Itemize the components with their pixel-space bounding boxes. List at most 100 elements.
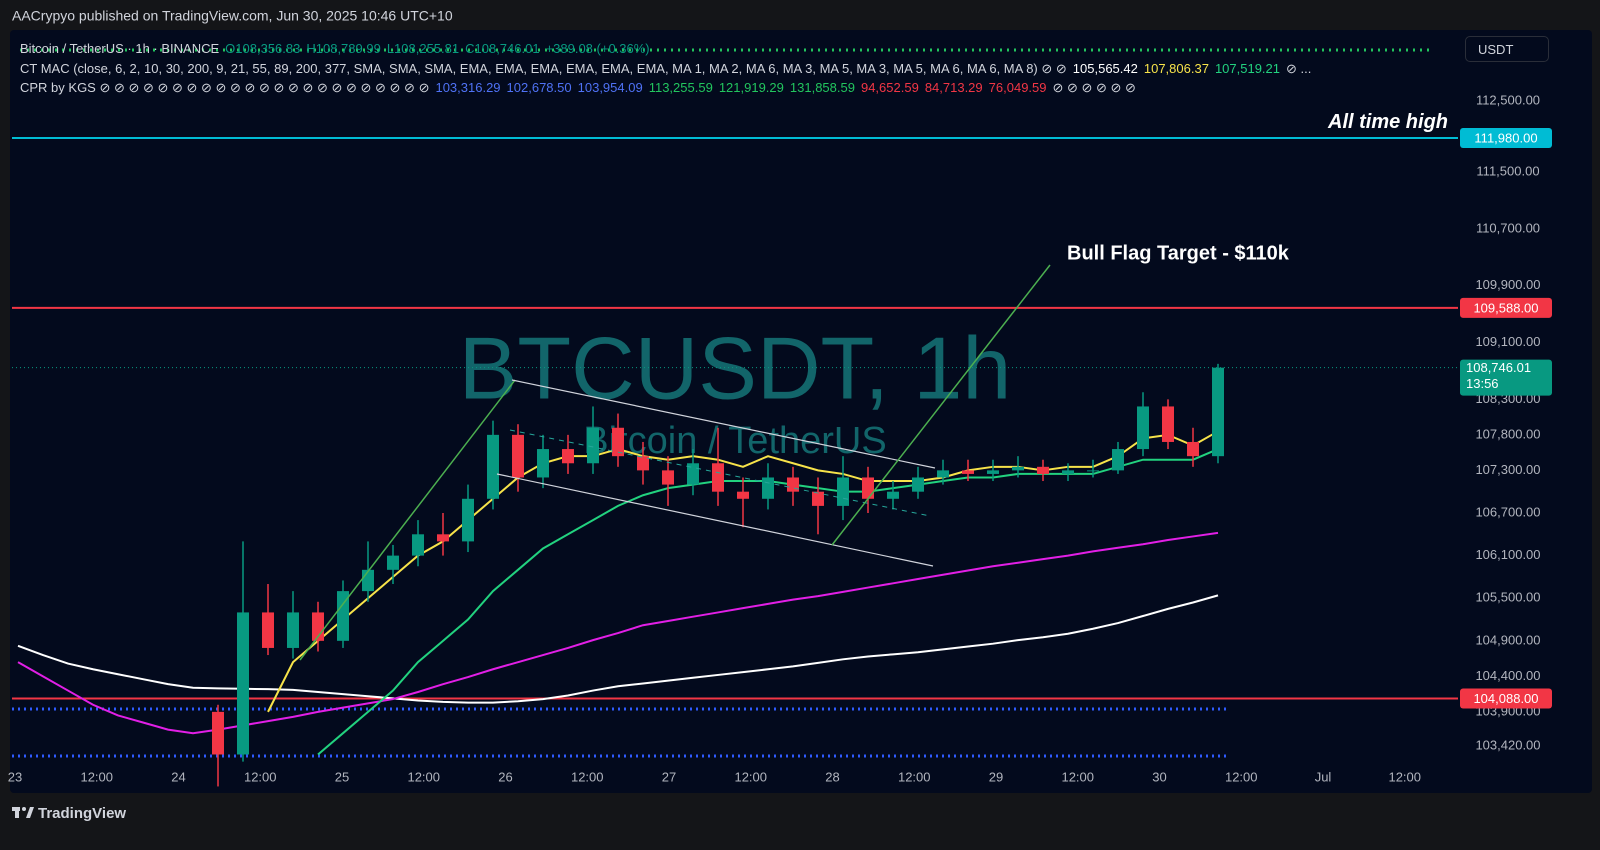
x-tick-label: 12:00 <box>571 769 604 784</box>
y-tick-label: 110,700.00 <box>1476 220 1540 235</box>
legend-item: 131,858.59 <box>789 80 855 95</box>
level-tag <box>1460 127 1552 148</box>
candle-body <box>1037 466 1049 474</box>
x-tick-label: 12:00 <box>1225 769 1258 784</box>
x-tick-label: 23 <box>8 769 22 784</box>
candle-body <box>787 477 799 492</box>
y-tick-label: 107,300.00 <box>1475 462 1540 477</box>
last-price-tag <box>1460 359 1552 396</box>
channel-mid <box>509 429 931 517</box>
candle-body <box>537 449 549 478</box>
candle-body <box>1162 406 1174 442</box>
candle-body <box>587 427 599 464</box>
last-price-label: 108,746.01 <box>1466 360 1531 375</box>
logo <box>12 807 34 818</box>
y-tick-label: 104,400.00 <box>1475 668 1540 683</box>
x-tick-label: 12:00 <box>1061 769 1094 784</box>
moving-average <box>17 594 1219 704</box>
candle-body <box>1062 470 1074 474</box>
moving-average <box>267 430 1219 713</box>
candle-body <box>1012 466 1024 471</box>
candle-body <box>937 470 949 478</box>
legend-row: Bitcoin / TetherUS · 1h · BINANCE O108,35… <box>20 39 1317 59</box>
legend-item: 94,652.59 <box>860 80 919 95</box>
channel-upper <box>511 379 936 469</box>
x-tick-label: 24 <box>171 769 185 784</box>
y-tick-label: 106,100.00 <box>1475 547 1540 562</box>
candle-body <box>362 569 374 592</box>
candle-body <box>1112 449 1124 471</box>
candle-body <box>687 463 699 485</box>
x-tick-label: 30 <box>1152 769 1166 784</box>
legend-item: 107,519.21 <box>1214 60 1281 76</box>
y-tick-label: 112,500.00 <box>1476 92 1540 107</box>
legend-item: Bitcoin / TetherUS · 1h · BINANCE <box>20 41 220 56</box>
watermark-subtitle: Bitcoin / TetherUS <box>583 420 886 462</box>
drawings <box>299 264 1051 661</box>
legend-item: ⊘ ... <box>1286 60 1312 76</box>
candle-body <box>562 449 574 464</box>
candle-body <box>1087 470 1099 472</box>
countdown: 13:56 <box>1466 376 1499 391</box>
level-tag-label: 111,980.00 <box>1474 130 1537 145</box>
y-tick-label: 111,500.00 <box>1476 163 1539 178</box>
y-tick-label: 107,800.00 <box>1475 426 1540 441</box>
level-tag-label: 104,088.00 <box>1473 691 1538 706</box>
y-tick-label: 103,420.00 <box>1475 737 1540 752</box>
candle-body <box>812 491 824 506</box>
candle-body <box>662 470 674 485</box>
legend-item: 84,713.29 <box>924 80 983 95</box>
candle-body <box>637 456 649 471</box>
target-line <box>831 264 1051 546</box>
level-tag <box>1460 297 1552 318</box>
candle-body <box>262 612 274 648</box>
y-tick-label: 109,100.00 <box>1475 334 1540 349</box>
annotation: Bull Flag Target - $110k <box>1067 242 1290 264</box>
legend-item: CT MAC (close, 6, 2, 10, 30, 200, 9, 21,… <box>20 60 1067 76</box>
candle-body <box>887 491 899 499</box>
candle-body <box>962 470 974 474</box>
x-tick-label: 26 <box>498 769 512 784</box>
x-tick-label: 12:00 <box>898 769 931 784</box>
publisher: AACrypyo published on TradingView.com, J… <box>12 8 453 24</box>
x-tick-label: 25 <box>335 769 349 784</box>
candle-body <box>237 612 249 755</box>
currency-button[interactable]: USDT <box>1465 36 1549 62</box>
legend-item: CPR by KGS ⊘ ⊘ ⊘ ⊘ ⊘ ⊘ ⊘ ⊘ ⊘ ⊘ ⊘ ⊘ ⊘ ⊘ ⊘… <box>20 80 430 95</box>
x-tick-label: 27 <box>662 769 676 784</box>
legend-item: L108,255.81 <box>386 41 460 56</box>
x-tick-label: 28 <box>825 769 839 784</box>
legend-item: 103,954.09 <box>577 80 643 95</box>
legend-row: CT MAC (close, 6, 2, 10, 30, 200, 9, 21,… <box>20 59 1317 79</box>
x-tick-label: Jul <box>1315 769 1332 784</box>
candle-body <box>837 477 849 506</box>
legend-item: 76,049.59 <box>988 80 1047 95</box>
legend-item: ⊘ ⊘ ⊘ ⊘ ⊘ ⊘ <box>1052 80 1136 95</box>
candle-body <box>437 534 449 542</box>
candle-body <box>337 591 349 641</box>
y-tick-label: 104,900.00 <box>1475 632 1540 647</box>
legend-item: 105,565.42 <box>1072 60 1138 76</box>
candle-body <box>487 434 499 499</box>
candle-body <box>412 534 424 556</box>
legend-item: H108,789.99 <box>306 41 381 56</box>
y-tick-label: 106,700.00 <box>1475 504 1540 519</box>
x-tick-label: 12:00 <box>80 769 113 784</box>
y-tick-label: 105,500.00 <box>1475 590 1540 605</box>
candle-body <box>462 498 474 542</box>
legend-item: 107,806.37 <box>1143 60 1209 76</box>
candle-body <box>987 470 999 474</box>
candle-body <box>762 477 774 499</box>
candle-body <box>862 477 874 499</box>
x-tick-label: 12:00 <box>244 769 277 784</box>
channel-lower <box>496 473 934 567</box>
x-tick-label: 12:00 <box>407 769 440 784</box>
legend-item: 113,255.59 <box>648 80 713 95</box>
candle-body <box>212 711 224 755</box>
candle-body <box>1137 406 1149 450</box>
legend-row: CPR by KGS ⊘ ⊘ ⊘ ⊘ ⊘ ⊘ ⊘ ⊘ ⊘ ⊘ ⊘ ⊘ ⊘ ⊘ ⊘… <box>20 78 1317 98</box>
x-tick-label: 12:00 <box>734 769 767 784</box>
watermark-title: BTCUSDT, 1h <box>459 318 1012 417</box>
